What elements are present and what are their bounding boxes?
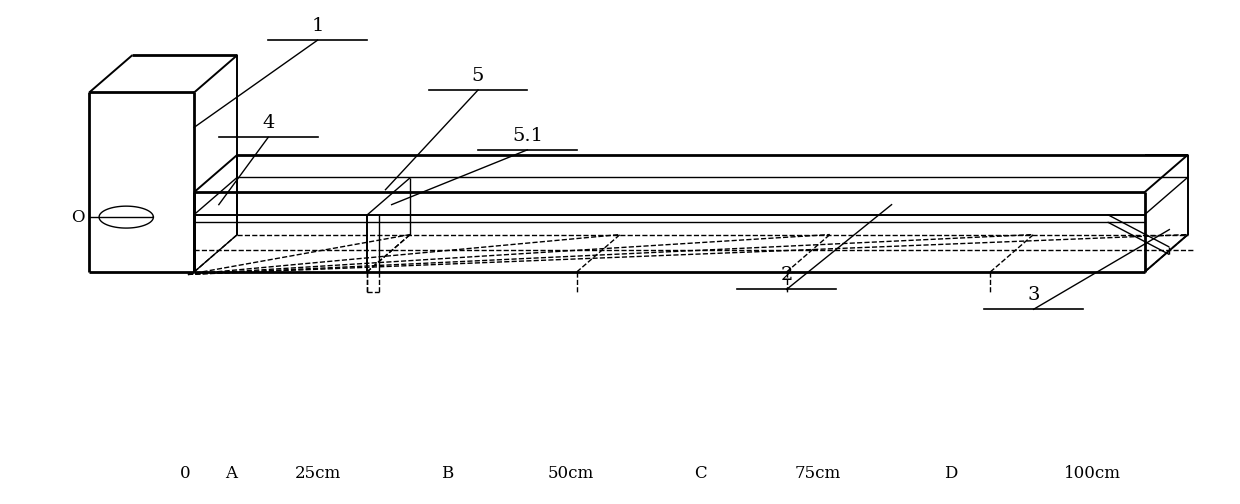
Text: 5.1: 5.1	[512, 127, 543, 145]
Text: 4: 4	[262, 114, 274, 133]
Text: 1: 1	[311, 17, 324, 35]
Text: 75cm: 75cm	[795, 465, 841, 482]
Text: 5: 5	[472, 67, 485, 85]
Text: D: D	[944, 465, 957, 482]
Text: 50cm: 50cm	[548, 465, 594, 482]
Text: 100cm: 100cm	[1064, 465, 1121, 482]
Text: 2: 2	[780, 267, 792, 284]
Text: 25cm: 25cm	[294, 465, 341, 482]
Text: C: C	[694, 465, 707, 482]
Text: 3: 3	[1027, 286, 1040, 304]
Text: B: B	[441, 465, 454, 482]
Text: O: O	[71, 209, 84, 226]
Text: A: A	[226, 465, 237, 482]
Text: 0: 0	[180, 465, 191, 482]
